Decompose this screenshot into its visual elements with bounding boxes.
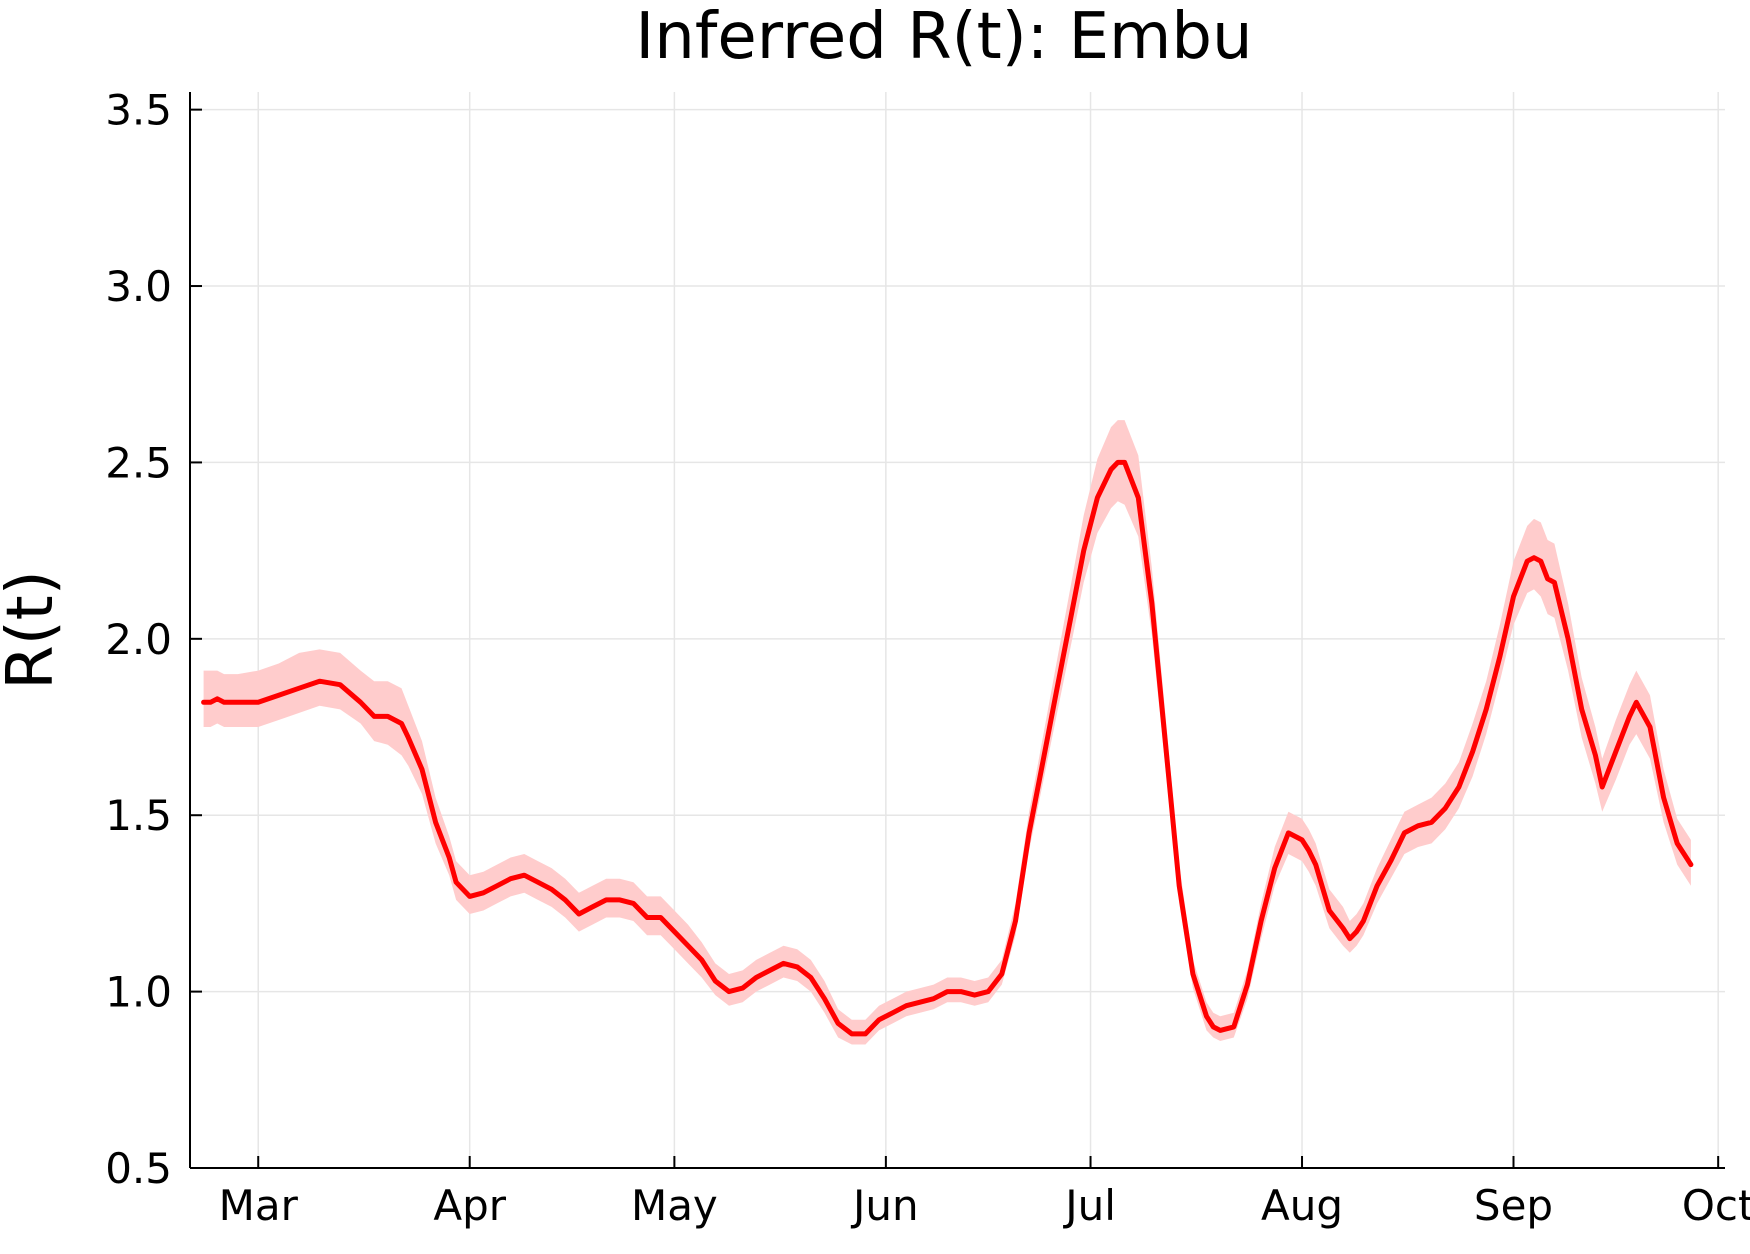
x-tick-label-4: Jul: [1062, 1181, 1116, 1230]
x-tick-label-3: Jun: [850, 1181, 919, 1230]
rt-series-line-0: [201, 459, 1694, 1037]
band-layer: [203, 420, 1691, 1045]
y-tick-label-5: 3.0: [105, 262, 172, 311]
line-layer: [201, 459, 1694, 1037]
confidence-band-0: [203, 420, 1691, 1045]
x-tick-label-6: Sep: [1474, 1181, 1553, 1230]
x-tick-label-0: Mar: [219, 1181, 299, 1230]
y-tick-label-6: 3.5: [105, 86, 172, 135]
x-tick-label-5: Aug: [1261, 1181, 1343, 1230]
y-tick-label-4: 2.5: [105, 438, 172, 487]
y-tick-label-1: 1.0: [105, 968, 172, 1017]
grid-layer: [190, 92, 1725, 1169]
y-axis-label: R(t): [0, 570, 68, 690]
axis-layer: 0.5 1.0 1.5 2.0 2.5 3.0 3.5 Mar Apr May Jun Jul Aug S…: [105, 86, 1750, 1230]
chart-title: Inferred R(t): Embu: [635, 0, 1252, 74]
y-tick-label-3: 2.0: [105, 615, 172, 664]
y-tick-label-2: 1.5: [105, 791, 172, 840]
x-tick-label-2: May: [631, 1181, 718, 1230]
x-tick-label-1: Apr: [433, 1181, 506, 1230]
x-tick-label-7: Oct: [1682, 1181, 1750, 1230]
y-tick-label-0: 0.5: [105, 1144, 172, 1193]
